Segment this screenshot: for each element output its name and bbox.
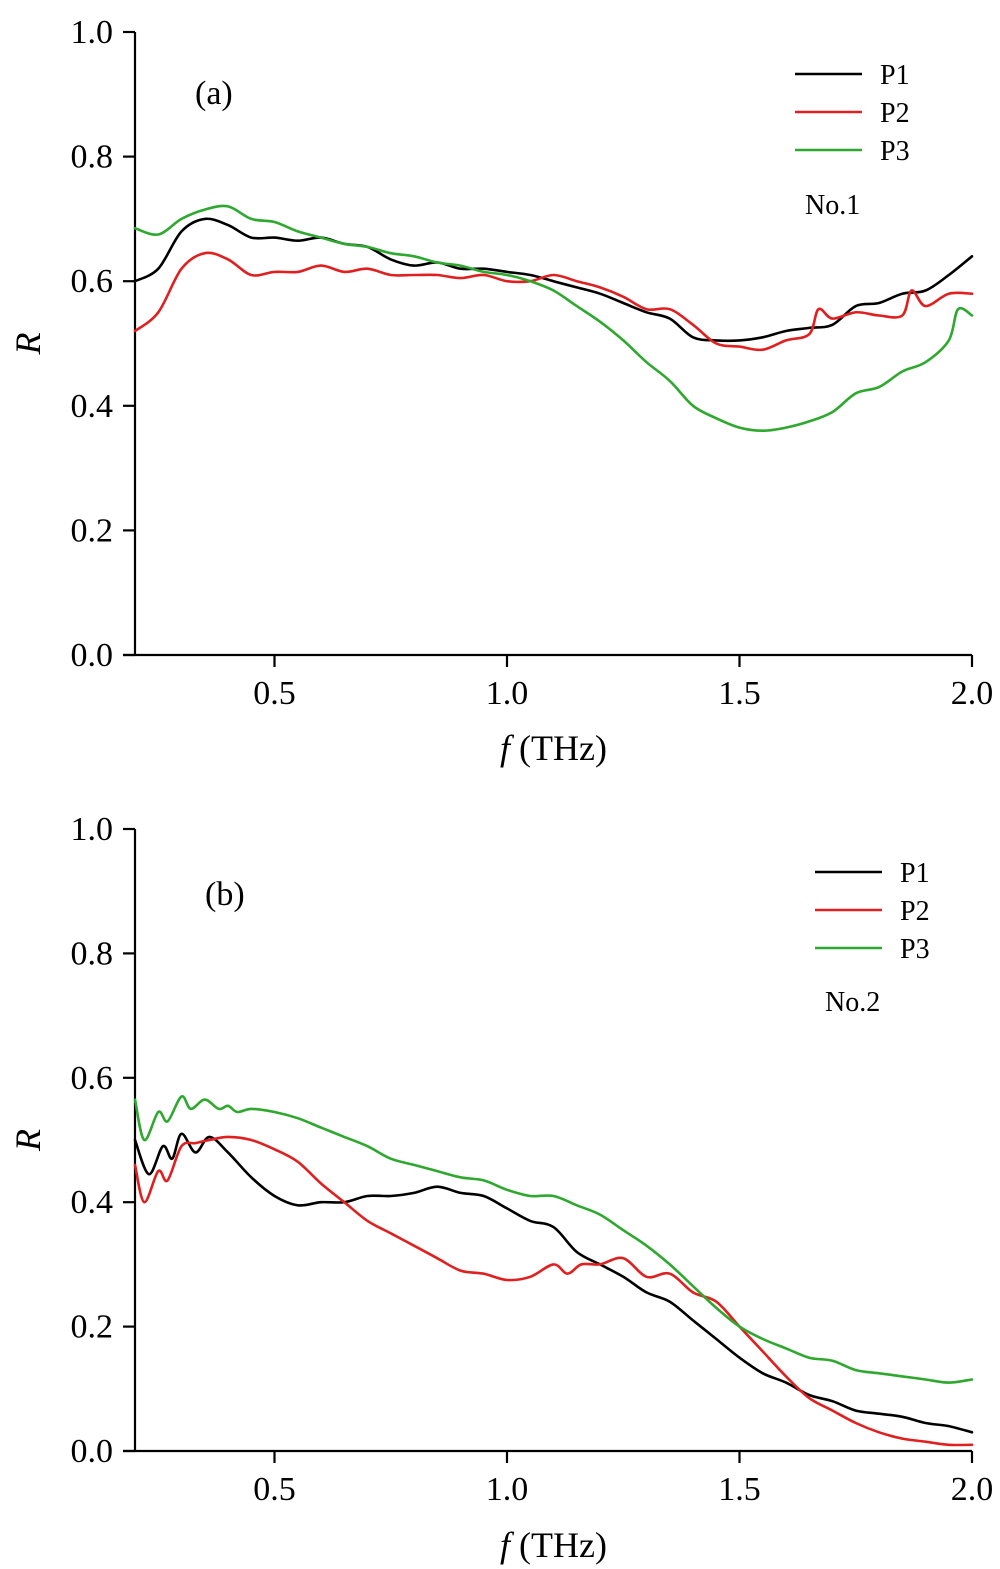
legend-label-p1: P1 [880,60,910,91]
y-axis-label: R [8,1129,48,1152]
y-tick-label: 1.0 [71,14,114,51]
legend-label-p2: P2 [880,98,910,129]
x-axis-label: f (THz) [500,1525,607,1565]
x-tick-label: 2.0 [951,675,994,712]
panel-label: (a) [195,75,233,112]
x-tick-label: 1.5 [718,1471,761,1508]
y-tick-label: 0.2 [71,512,114,549]
series-line-p2 [133,251,974,352]
sample-label: No.1 [805,190,860,221]
legend-label-p1: P1 [900,858,930,889]
x-tick-label: 1.0 [486,1471,529,1508]
y-tick-label: 0.6 [71,263,114,300]
x-axis-label-unit: (THz) [510,1525,607,1565]
y-tick-label: 0.0 [71,637,114,674]
chart-panel-b: 0.0 0.2 0.4 0.6 0.8 1.0 0.5 1.0 1.5 2.0 f (THz) R (b… [8,811,993,1565]
x-tick-label: 1.0 [486,675,529,712]
series-line-p1 [133,217,974,343]
y-axis-label: R [8,333,48,356]
legend-label-p3: P3 [880,136,910,167]
sample-label: No.2 [825,987,880,1018]
y-tick-label: 0.8 [71,935,114,972]
y-tick-label: 0.2 [71,1309,114,1346]
legend-label-p3: P3 [900,934,930,965]
x-tick-label: 1.5 [718,675,761,712]
x-tick-label: 0.5 [253,675,296,712]
y-tick-label: 0.0 [71,1433,114,1470]
x-axis-label-unit: (THz) [510,728,607,768]
series-line-p3 [133,204,974,432]
panel-label: (b) [205,876,245,913]
y-tick-label: 0.4 [71,1184,114,1221]
x-axis-label: f (THz) [500,728,607,768]
series-line-p3 [133,1095,974,1384]
series-line-p1 [133,1132,974,1434]
y-tick-label: 0.6 [71,1060,114,1097]
y-tick-label: 0.4 [71,388,114,425]
series-line-p2 [133,1135,974,1447]
legend-label-p2: P2 [900,896,930,927]
y-tick-label: 0.8 [71,139,114,176]
x-tick-label: 2.0 [951,1471,994,1508]
x-tick-label: 0.5 [253,1471,296,1508]
y-tick-label: 1.0 [71,811,114,848]
chart-panel-a: 0.0 0.2 0.4 0.6 0.8 1.0 0.5 1.0 1.5 2.0 f (THz) R (a… [8,14,993,768]
